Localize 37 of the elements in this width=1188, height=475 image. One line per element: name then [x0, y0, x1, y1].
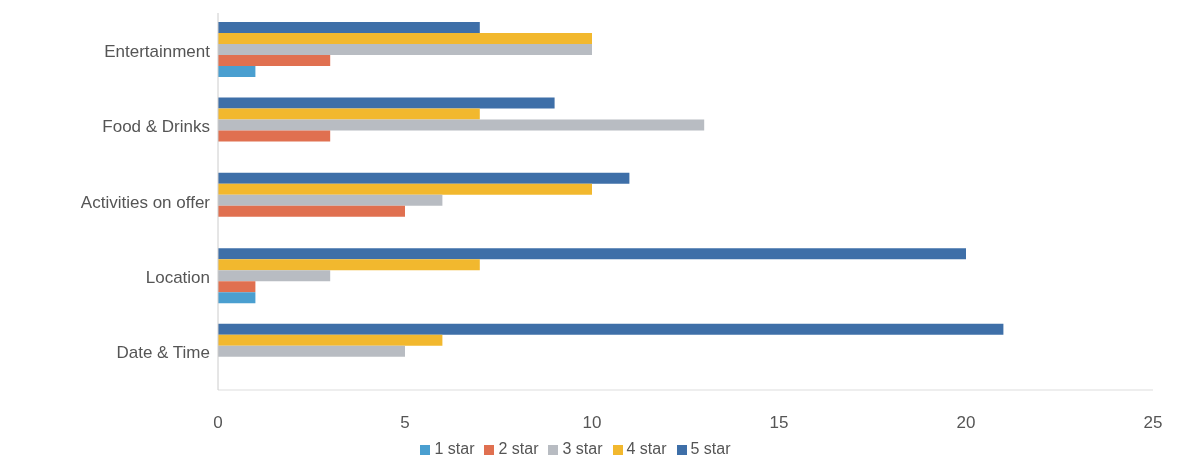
bar: [218, 183, 592, 195]
y-tick-label: Food & Drinks: [102, 117, 210, 137]
y-tick-label: Location: [145, 267, 210, 287]
y-tick-label: Date & Time: [116, 343, 210, 363]
legend-label: 4 star: [626, 440, 667, 457]
bar: [218, 334, 443, 346]
x-tick-label: 10: [582, 413, 602, 433]
y-tick-label: Activities on offer: [80, 192, 211, 212]
legend-label: 3 star: [562, 440, 603, 457]
bar: [218, 44, 592, 56]
legend-label: 1 star: [434, 440, 475, 457]
bar: [218, 108, 480, 120]
bar: [218, 194, 443, 206]
bar: [218, 97, 555, 109]
x-tick-label: 25: [1143, 413, 1163, 433]
legend-label: 5 star: [690, 440, 731, 457]
bar: [218, 292, 256, 304]
bar: [218, 205, 405, 217]
bar: [218, 66, 256, 78]
x-tick-label: 20: [956, 413, 976, 433]
bar: [218, 33, 592, 45]
bar: [218, 281, 256, 293]
x-tick-label: 15: [769, 413, 789, 433]
legend-label: 2 star: [498, 440, 539, 457]
bar: [218, 259, 480, 271]
bar: [218, 323, 1004, 335]
bar: [218, 119, 705, 131]
x-tick-label: 0: [213, 413, 223, 433]
bar: [218, 270, 331, 282]
bar: [218, 130, 331, 142]
bar: [218, 55, 331, 67]
x-tick-label: 5: [400, 413, 410, 433]
bar: [218, 248, 966, 260]
bar: [218, 345, 405, 357]
bar: [218, 172, 630, 184]
bar: [218, 22, 480, 34]
y-tick-label: Entertainment: [104, 41, 211, 61]
